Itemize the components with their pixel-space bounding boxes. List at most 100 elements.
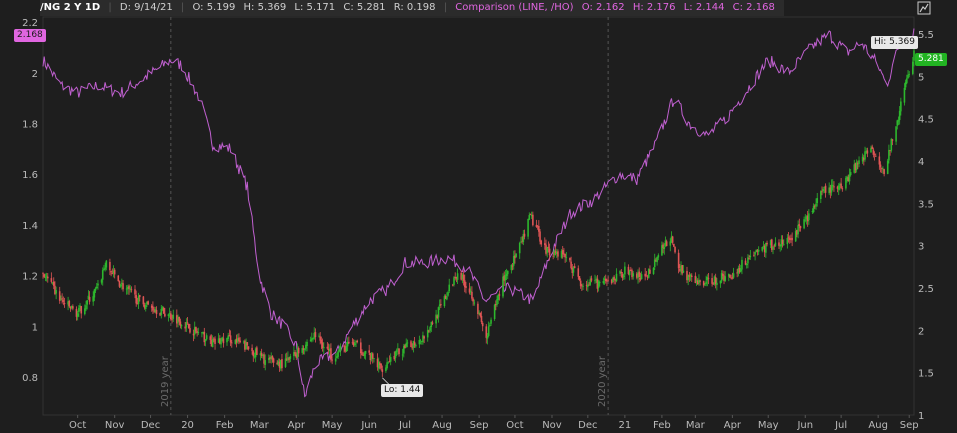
candle-body bbox=[44, 277, 47, 278]
candle-body bbox=[763, 245, 766, 253]
candle-body bbox=[738, 268, 741, 273]
candle-body bbox=[428, 330, 430, 332]
x-axis-tick-label: May bbox=[758, 420, 779, 431]
candle-body bbox=[252, 351, 255, 357]
candle-body bbox=[217, 338, 220, 343]
candle-body bbox=[229, 335, 232, 343]
candle-body bbox=[613, 276, 615, 280]
candle-body bbox=[747, 257, 749, 264]
candle-body bbox=[253, 356, 256, 358]
candle-body bbox=[429, 327, 431, 331]
cmp-open-readout: O: 2.162 bbox=[581, 2, 625, 13]
candle-body bbox=[105, 260, 108, 268]
candle-body bbox=[480, 315, 483, 323]
candle-body bbox=[681, 265, 684, 274]
candle-body bbox=[670, 236, 673, 243]
candle-body bbox=[707, 277, 710, 279]
cmp-high-readout: H: 2.176 bbox=[632, 2, 676, 13]
candle-body bbox=[154, 309, 157, 312]
candle-body bbox=[595, 278, 597, 280]
candle-body bbox=[379, 363, 381, 365]
candle-body bbox=[443, 296, 446, 307]
x-axis-tick-label: Jun bbox=[360, 420, 377, 431]
x-axis-tick-label: Jun bbox=[796, 420, 813, 431]
comparison-label[interactable]: Comparison (LINE, /HO) bbox=[455, 2, 574, 13]
candle-body bbox=[314, 332, 317, 338]
high-readout: H: 5.369 bbox=[243, 2, 287, 13]
candle-body bbox=[504, 275, 507, 281]
candle-body bbox=[259, 353, 262, 356]
candle-body bbox=[84, 308, 86, 315]
candle-body bbox=[572, 267, 575, 273]
candle-body bbox=[661, 245, 663, 256]
candle-body bbox=[153, 310, 155, 312]
candle-body bbox=[714, 277, 717, 285]
candle-body bbox=[781, 239, 784, 244]
x-axis-tick-label: Oct bbox=[69, 420, 86, 431]
cmp-low-readout: L: 2.144 bbox=[683, 2, 725, 13]
symbol-label[interactable]: /NG 2 Y 1D bbox=[40, 2, 101, 13]
candle-body bbox=[888, 149, 890, 161]
x-axis-tick-label: Sep bbox=[470, 420, 489, 431]
candle-body bbox=[829, 187, 832, 193]
candle-body bbox=[815, 203, 817, 207]
candle-body bbox=[52, 281, 55, 286]
candle-body bbox=[646, 276, 649, 278]
candle-body bbox=[699, 280, 701, 282]
candle-body bbox=[790, 238, 792, 240]
candle-body bbox=[309, 339, 312, 342]
candle-body bbox=[152, 306, 154, 311]
right-axis-tick-label: 3.5 bbox=[918, 199, 934, 210]
open-readout: O: 5.199 bbox=[192, 2, 236, 13]
candle-body bbox=[155, 309, 158, 315]
candle-body bbox=[256, 347, 258, 355]
candle-body bbox=[732, 273, 735, 278]
chart-style-icon[interactable] bbox=[917, 1, 931, 15]
candle-body bbox=[565, 256, 568, 258]
candle-body bbox=[737, 268, 740, 274]
candle-body bbox=[122, 283, 124, 290]
candle-body bbox=[272, 358, 275, 363]
candle-body bbox=[619, 271, 621, 274]
candle-body bbox=[305, 344, 307, 349]
candle-body bbox=[389, 357, 392, 362]
candle-body bbox=[446, 296, 448, 300]
candle-body bbox=[627, 266, 630, 275]
candle-body bbox=[453, 277, 455, 285]
candle-body bbox=[461, 274, 464, 279]
candle-body bbox=[293, 352, 295, 357]
candle-body bbox=[339, 346, 342, 351]
candle-body bbox=[129, 288, 132, 290]
candle-body bbox=[662, 244, 664, 248]
year-marker-label: 2020 year bbox=[597, 355, 608, 407]
candle-body bbox=[364, 350, 367, 354]
candle-body bbox=[51, 282, 54, 284]
candle-body bbox=[671, 236, 674, 243]
candle-body bbox=[529, 214, 532, 215]
candle-body bbox=[327, 348, 330, 351]
candle-body bbox=[614, 279, 617, 281]
candle-body bbox=[143, 304, 146, 308]
candle-body bbox=[97, 283, 99, 286]
candle-body bbox=[113, 269, 116, 275]
candle-body bbox=[582, 286, 584, 287]
candle-body bbox=[477, 303, 479, 315]
candle-body bbox=[135, 295, 137, 304]
candle-body bbox=[640, 274, 643, 280]
candle-body bbox=[330, 348, 332, 359]
candle-body bbox=[837, 185, 840, 190]
candle-body bbox=[201, 332, 203, 334]
candle-body bbox=[610, 279, 613, 284]
candle-body bbox=[371, 353, 374, 359]
candle-body bbox=[739, 269, 742, 272]
candle-body bbox=[755, 249, 758, 253]
candle-body bbox=[762, 246, 765, 248]
x-axis-tick-label: Mar bbox=[250, 420, 270, 431]
candle-body bbox=[72, 306, 74, 309]
candle-body bbox=[523, 233, 526, 237]
right-axis-tick-label: 5 bbox=[918, 72, 924, 83]
right-axis-tick-label: 3 bbox=[918, 242, 924, 253]
candle-body bbox=[880, 167, 883, 169]
candle-body bbox=[227, 335, 229, 339]
